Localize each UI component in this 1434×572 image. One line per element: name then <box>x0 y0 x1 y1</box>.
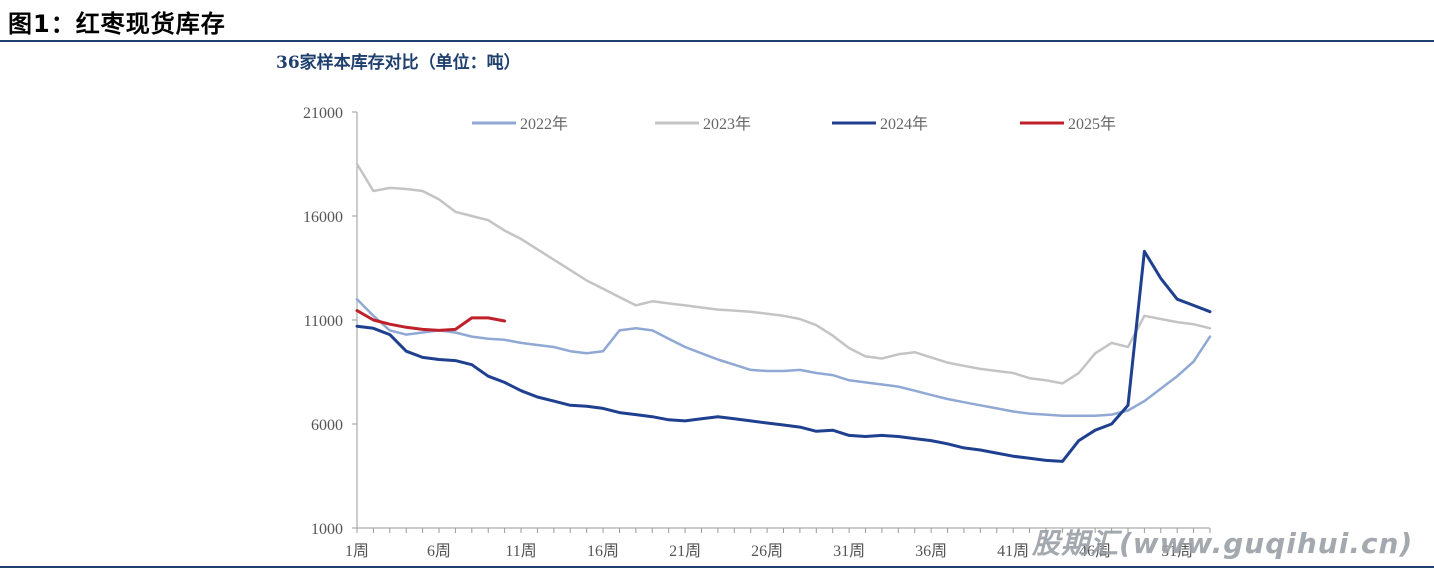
top-rule <box>0 40 1434 42</box>
chart-axes: 1000 6000 11000 16000 21000 1周 6周 11周 16周 21周 26周 3… <box>303 105 1211 560</box>
y-tick-label: 16000 <box>303 209 343 226</box>
legend-label-2: 2023年 <box>703 115 751 133</box>
series-line-1 <box>355 297 1212 417</box>
chart-legend: 2022年 2023年 2024年 2025年 <box>472 115 1116 133</box>
legend-label-3: 2024年 <box>880 115 928 133</box>
chart-title: 36家样本库存对比（单位：吨） <box>276 53 521 73</box>
series-line-2 <box>355 162 1212 385</box>
y-tick-label: 6000 <box>311 417 343 434</box>
watermark-text: 股期汇(www.guqihui.cn) <box>1032 527 1414 560</box>
x-tick-label: 11周 <box>505 543 536 560</box>
x-tick-label: 21周 <box>669 543 701 560</box>
x-tick-label: 51周 <box>1161 543 1193 560</box>
x-tick-label: 6周 <box>427 543 451 560</box>
x-tick-label: 26周 <box>751 543 783 560</box>
figure-title: 图1：红枣现货库存 <box>8 10 226 38</box>
x-tick-label: 36周 <box>915 543 947 560</box>
y-tick-label: 1000 <box>311 521 343 538</box>
x-tick-label: 1周 <box>345 543 369 560</box>
x-tick-label: 16周 <box>587 543 619 560</box>
series-line-4 <box>355 309 507 332</box>
legend-label-1: 2022年 <box>520 115 568 133</box>
series-line-3 <box>355 249 1212 463</box>
x-tick-label: 41周 <box>997 543 1029 560</box>
legend-label-4: 2025年 <box>1068 115 1116 133</box>
y-tick-label: 21000 <box>303 105 343 122</box>
y-tick-label: 11000 <box>304 313 343 330</box>
x-tick-label: 46周 <box>1079 543 1111 560</box>
x-tick-label: 31周 <box>833 543 865 560</box>
bottom-rule <box>0 566 1434 568</box>
chart-lines <box>355 162 1212 463</box>
